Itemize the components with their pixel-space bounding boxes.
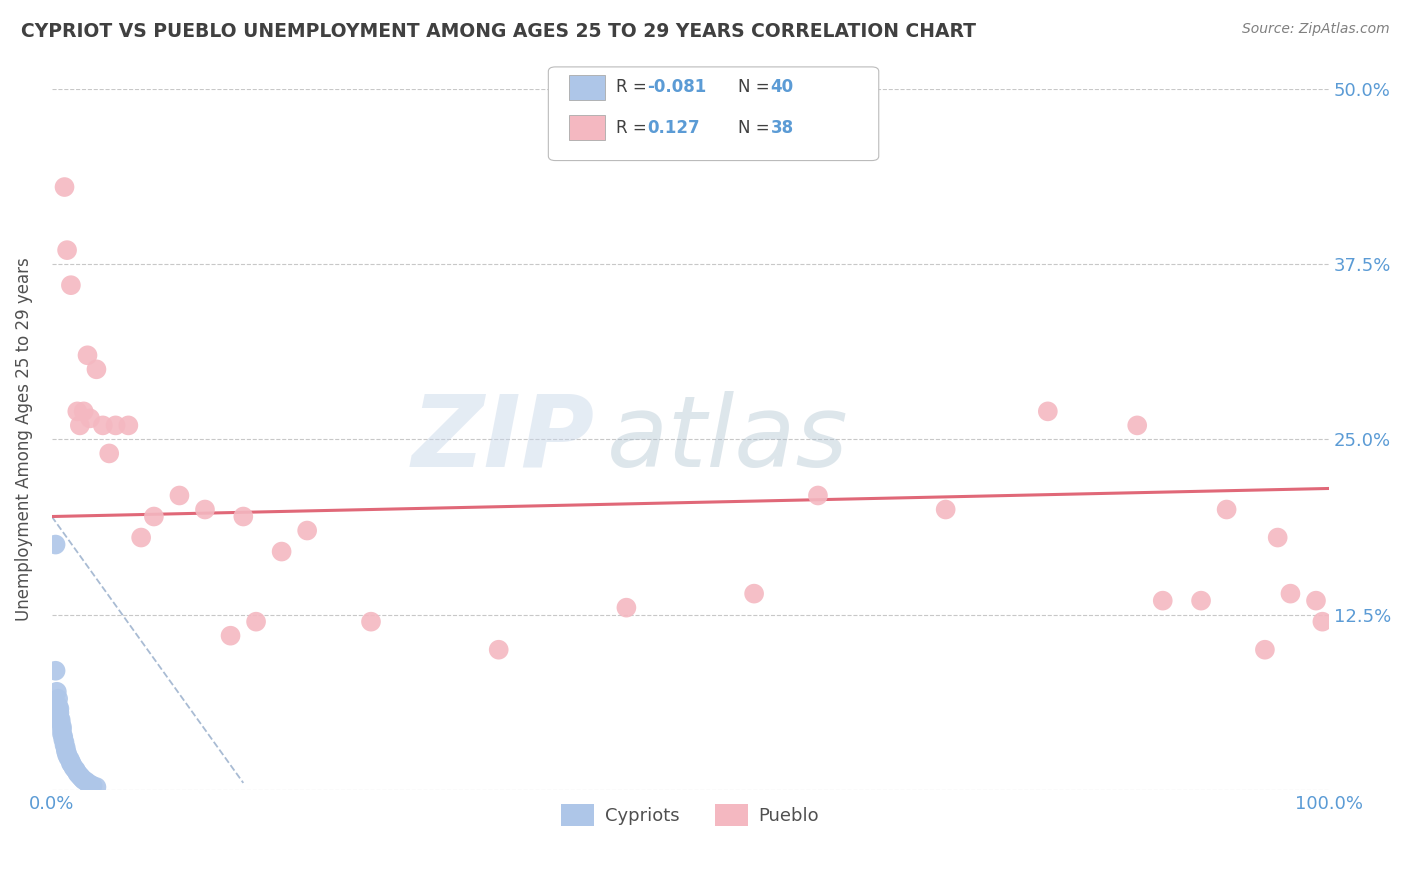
Point	[1305, 593, 1327, 607]
Point	[76, 348, 98, 362]
Point	[1254, 642, 1277, 657]
Point	[79, 777, 101, 791]
Point	[1189, 593, 1212, 607]
Point	[1215, 502, 1237, 516]
Point	[1126, 418, 1149, 433]
Y-axis label: Unemployment Among Ages 25 to 29 years: Unemployment Among Ages 25 to 29 years	[15, 258, 32, 622]
Point	[73, 773, 96, 788]
Point	[70, 770, 93, 784]
Point	[59, 756, 82, 771]
Point	[66, 766, 89, 780]
Text: 40: 40	[770, 78, 793, 96]
Legend: Cypriots, Pueblo: Cypriots, Pueblo	[554, 797, 827, 833]
Point	[194, 502, 217, 516]
Point	[142, 509, 165, 524]
Point	[91, 418, 114, 433]
Point	[59, 752, 82, 766]
Point	[53, 735, 76, 749]
Point	[79, 411, 101, 425]
Point	[270, 544, 292, 558]
Point	[360, 615, 382, 629]
Point	[52, 730, 75, 744]
Point	[51, 720, 73, 734]
Point	[82, 779, 104, 793]
Point	[76, 776, 98, 790]
Point	[52, 732, 75, 747]
Point	[59, 755, 82, 769]
Point	[49, 715, 72, 730]
Point	[1152, 593, 1174, 607]
Point	[129, 531, 152, 545]
Point	[67, 767, 90, 781]
Point	[86, 362, 108, 376]
Point	[69, 769, 91, 783]
Point	[45, 664, 67, 678]
Point	[117, 418, 139, 433]
Point	[45, 537, 67, 551]
Point	[73, 404, 96, 418]
Point	[58, 750, 80, 764]
Point	[62, 760, 84, 774]
Text: -0.081: -0.081	[647, 78, 706, 96]
Point	[53, 180, 76, 194]
Point	[56, 747, 79, 762]
Point	[935, 502, 957, 516]
Point	[169, 488, 191, 502]
Point	[295, 524, 318, 538]
Point	[1279, 587, 1302, 601]
Point	[72, 772, 94, 786]
Point	[55, 740, 77, 755]
Point	[65, 764, 87, 778]
Point	[219, 629, 242, 643]
Text: N =: N =	[738, 119, 775, 136]
Point	[1036, 404, 1059, 418]
Point	[616, 600, 638, 615]
Point	[75, 774, 97, 789]
Point	[66, 404, 89, 418]
Point	[49, 713, 72, 727]
Point	[104, 418, 127, 433]
Text: R =: R =	[616, 119, 652, 136]
Point	[51, 723, 73, 737]
Point	[98, 446, 121, 460]
Text: CYPRIOT VS PUEBLO UNEMPLOYMENT AMONG AGES 25 TO 29 YEARS CORRELATION CHART: CYPRIOT VS PUEBLO UNEMPLOYMENT AMONG AGE…	[21, 22, 976, 41]
Point	[488, 642, 510, 657]
Point	[59, 278, 82, 293]
Point	[1267, 531, 1289, 545]
Text: R =: R =	[616, 78, 652, 96]
Point	[60, 757, 83, 772]
Text: 38: 38	[770, 119, 793, 136]
Point	[86, 780, 108, 794]
Point	[53, 738, 76, 752]
Point	[56, 243, 79, 257]
Point	[48, 706, 70, 720]
Point	[51, 727, 73, 741]
Point	[56, 747, 79, 761]
Point	[245, 615, 267, 629]
Point	[48, 701, 70, 715]
Point	[48, 710, 70, 724]
Point	[742, 587, 765, 601]
Point	[46, 698, 69, 713]
Point	[1312, 615, 1334, 629]
Point	[232, 509, 254, 524]
Text: Source: ZipAtlas.com: Source: ZipAtlas.com	[1241, 22, 1389, 37]
Point	[807, 488, 830, 502]
Point	[55, 744, 77, 758]
Point	[69, 418, 91, 433]
Text: N =: N =	[738, 78, 775, 96]
Text: ZIP: ZIP	[412, 391, 595, 488]
Point	[46, 691, 69, 706]
Point	[45, 685, 67, 699]
Text: atlas: atlas	[607, 391, 849, 488]
Point	[63, 762, 86, 776]
Text: 0.127: 0.127	[647, 119, 699, 136]
